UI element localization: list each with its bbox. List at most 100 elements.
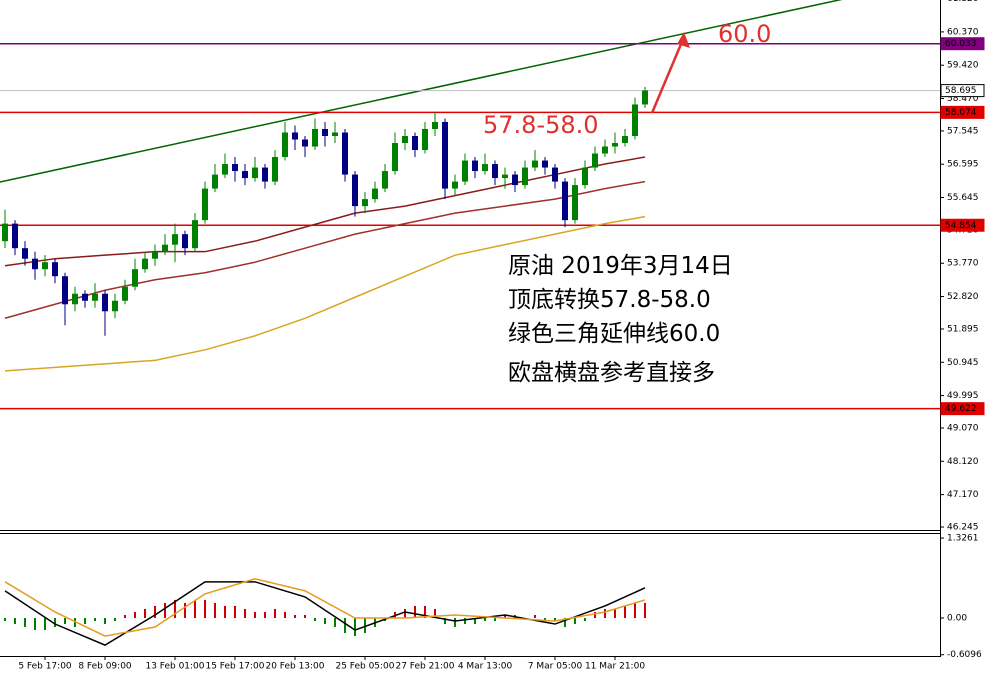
candle-body — [642, 90, 648, 105]
x-tick-label: 5 Feb 17:00 — [18, 662, 72, 672]
x-tick-label: 13 Feb 01:00 — [145, 662, 204, 672]
candle-body — [232, 164, 238, 172]
candle-body — [422, 128, 428, 151]
candle-body — [262, 167, 268, 182]
x-tick-label: 20 Feb 13:00 — [265, 662, 324, 672]
annotation: 60.0 — [718, 20, 771, 48]
y-tick-label: 55.645 — [947, 193, 979, 203]
candle-body — [142, 258, 148, 270]
moving-average — [4, 156, 646, 267]
y-tick-label: 47.170 — [947, 490, 979, 500]
x-tick-label: 27 Feb 21:00 — [395, 662, 454, 672]
note-line: 绿色三角延伸线60.0 — [508, 321, 720, 347]
candle-body — [312, 128, 318, 147]
arrow-head — [677, 32, 690, 48]
candle-body — [202, 188, 208, 221]
candle-body — [72, 293, 78, 305]
level-label-box — [940, 37, 985, 51]
x-tick-label: 11 Mar 21:00 — [585, 662, 645, 672]
moving-average — [4, 180, 646, 320]
candle-body — [622, 136, 628, 144]
candle-body — [382, 171, 388, 189]
y-tick-label: 60.370 — [947, 27, 979, 37]
level-label: 54.854 — [945, 221, 977, 231]
y-tick-label: 59.420 — [947, 61, 979, 71]
level-label: 60.033 — [945, 39, 977, 49]
candle-body — [62, 276, 68, 305]
candle-body — [162, 244, 168, 252]
candle-body — [42, 262, 48, 270]
candle-body — [352, 174, 358, 207]
candle-body — [292, 132, 298, 140]
candle-body — [362, 199, 368, 207]
candle-body — [542, 160, 548, 168]
candle-body — [152, 251, 158, 259]
y-tick-label: 49.995 — [947, 391, 979, 401]
candle-body — [442, 121, 448, 189]
candle-body — [412, 136, 418, 151]
candle-body — [582, 167, 588, 186]
y-tick-label: 58.470 — [947, 94, 979, 104]
y-tick-label: 48.120 — [947, 457, 979, 467]
candle-body — [512, 174, 518, 186]
candle-body — [392, 143, 398, 172]
candle-body — [92, 293, 98, 301]
candle-body — [182, 234, 188, 249]
y-tick-label: 56.595 — [947, 160, 979, 170]
x-tick-label: 4 Mar 13:00 — [458, 662, 513, 672]
candle-body — [322, 128, 328, 137]
moving-average — [4, 215, 646, 372]
y-tick-label: 49.070 — [947, 423, 979, 433]
candle-body — [572, 185, 578, 221]
arrow — [650, 36, 686, 114]
x-tick-label: 25 Feb 05:00 — [335, 662, 394, 672]
candle-body — [632, 104, 638, 137]
level-label: 49.622 — [945, 404, 977, 414]
level-label-box — [940, 105, 985, 119]
candle-body — [272, 157, 278, 182]
candle-body — [552, 167, 558, 182]
x-tick-label: 15 Feb 17:00 — [205, 662, 264, 672]
trendline — [0, 0, 843, 183]
y-tick-label: 57.545 — [947, 126, 979, 136]
candle-body — [482, 164, 488, 172]
level-label-box — [940, 402, 985, 416]
candle-body — [252, 167, 258, 179]
candle-body — [432, 121, 438, 129]
candle-body — [102, 293, 108, 312]
level-label-box — [940, 218, 985, 232]
candle-body — [522, 167, 528, 186]
level-label-box — [940, 84, 985, 98]
candle-body — [212, 174, 218, 189]
candle-body — [302, 139, 308, 147]
x-tick-label: 7 Mar 05:00 — [528, 662, 583, 672]
candle-body — [562, 181, 568, 221]
y-tick-label: 50.945 — [947, 358, 979, 368]
y-tick-label: 51.895 — [947, 324, 979, 334]
candle-body — [612, 143, 618, 147]
candle-body — [52, 262, 58, 277]
level-label: 58.074 — [945, 108, 977, 118]
candle-body — [472, 160, 478, 172]
note-line: 顶底转换57.8-58.0 — [508, 287, 711, 313]
candle-body — [242, 171, 248, 179]
candle-body — [402, 136, 408, 144]
y-tick-label: 52.820 — [947, 292, 979, 302]
candle-body — [462, 160, 468, 182]
y-tick-label: 61.320 — [947, 0, 979, 4]
candle-body — [82, 293, 88, 301]
y-tick-label: 0.00 — [947, 613, 967, 623]
candle-body — [122, 286, 128, 301]
candle-body — [332, 132, 338, 137]
candle-body — [342, 132, 348, 175]
note-line: 欧盘横盘参考直接多 — [508, 360, 715, 386]
macd-line — [4, 578, 646, 637]
candle-body — [532, 160, 538, 168]
y-tick-label: -0.6096 — [947, 650, 982, 660]
level-label: 58.695 — [945, 86, 977, 96]
candle-body — [22, 248, 28, 259]
macd-line — [4, 581, 646, 646]
candle-body — [602, 146, 608, 154]
y-tick-label: 1.3261 — [947, 534, 979, 544]
